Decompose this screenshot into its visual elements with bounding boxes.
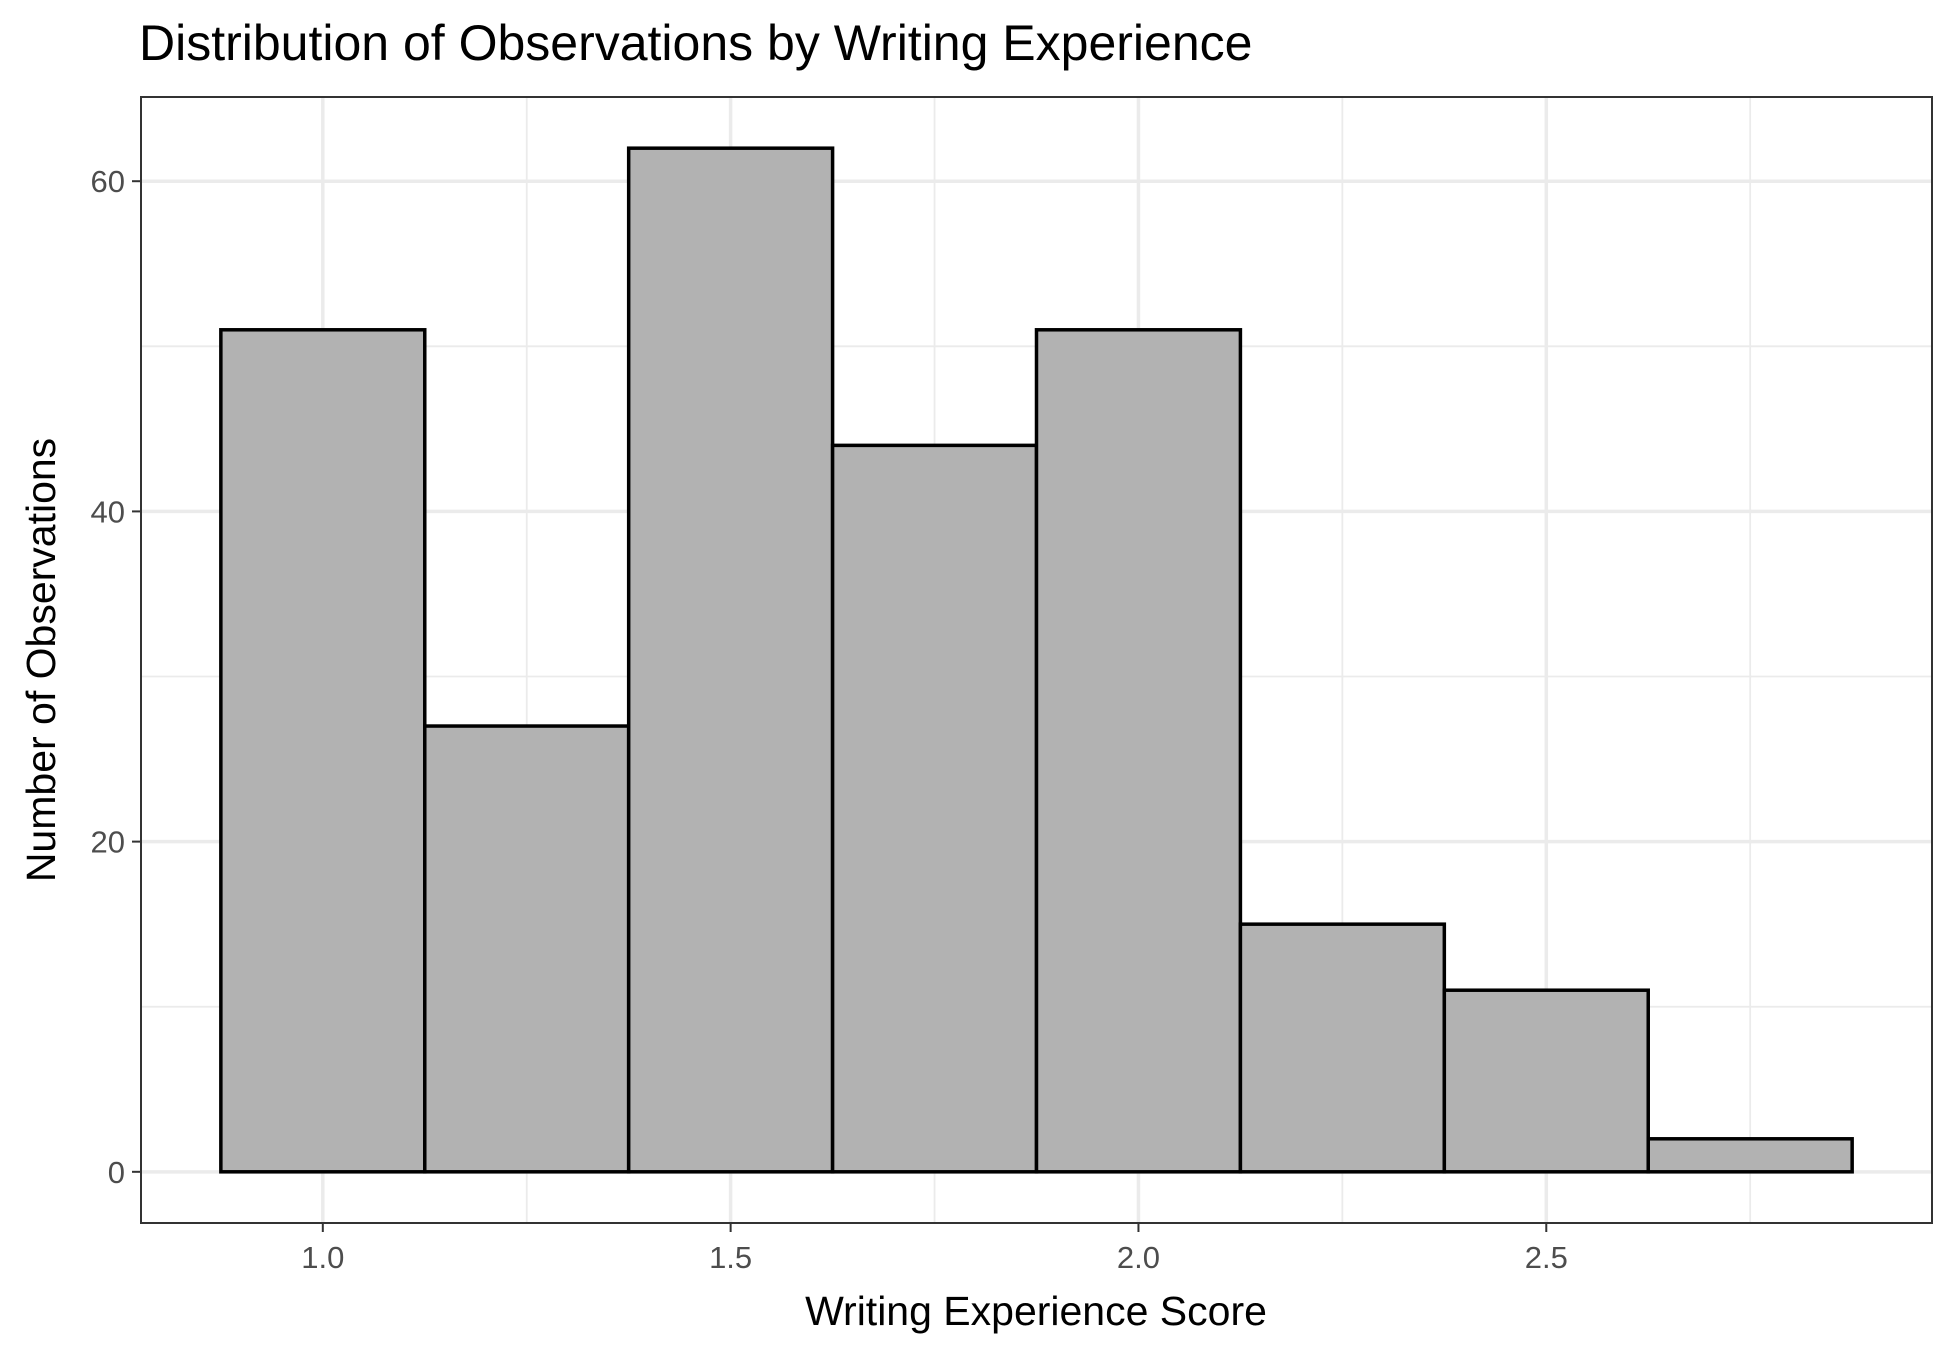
- x-axis-title: Writing Experience Score: [805, 1288, 1267, 1334]
- y-tick-label: 40: [91, 494, 125, 529]
- histogram-bar-6: [1238, 922, 1447, 1174]
- histogram-bar-5: [1034, 328, 1243, 1174]
- y-tick-label: 60: [91, 164, 125, 199]
- x-tick-label: 1.5: [709, 1240, 752, 1275]
- y-tick-label: 20: [91, 825, 125, 860]
- histogram-bar-7: [1442, 988, 1650, 1174]
- x-tick-label: 1.0: [301, 1240, 344, 1275]
- histogram-bars: [219, 146, 1854, 1174]
- histogram-bar-1: [219, 328, 427, 1174]
- axes: 0 20 40 60 1.0 1.5 2.0 2.5: [91, 164, 1568, 1275]
- histogram-bar-3: [626, 146, 835, 1174]
- plot-panel-border: [140, 96, 1933, 1224]
- y-axis-title: Number of Observations: [18, 438, 64, 882]
- x-tick-label: 2.0: [1117, 1240, 1160, 1275]
- histogram-bar-4: [830, 443, 1039, 1174]
- x-tick-label: 2.5: [1525, 1240, 1568, 1275]
- histogram-bar-8: [1646, 1137, 1854, 1174]
- chart-title: Distribution of Observations by Writing …: [139, 15, 1252, 71]
- histogram-bar-2: [423, 724, 631, 1174]
- y-tick-label: 0: [108, 1155, 125, 1190]
